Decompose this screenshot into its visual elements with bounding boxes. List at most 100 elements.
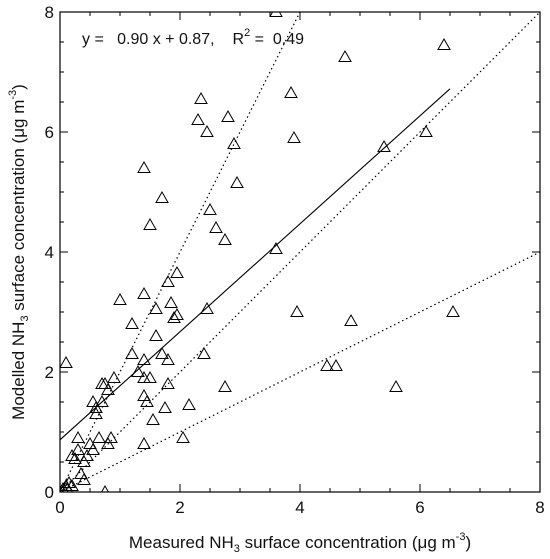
- data-point: [95, 394, 109, 407]
- data-point: [164, 295, 178, 308]
- data-point: [227, 136, 241, 149]
- data-point: [71, 430, 85, 443]
- data-point: [61, 481, 73, 492]
- data-point: [86, 442, 100, 455]
- data-point: [143, 370, 157, 383]
- data-point: [191, 112, 205, 125]
- data-point: [209, 220, 223, 233]
- data-point: [161, 376, 175, 389]
- data-point: [320, 358, 334, 371]
- data-point: [80, 448, 94, 461]
- data-point: [140, 394, 154, 407]
- data-point: [100, 484, 110, 492]
- regression-equation: y = 0.90 x + 0.87,: [82, 31, 215, 48]
- data-point: [65, 448, 79, 461]
- data-point: [92, 430, 106, 443]
- data-point: [194, 91, 208, 104]
- y-axis-title: Modelled NH3 surface concentration (μg m…: [7, 84, 31, 420]
- data-point: [290, 304, 304, 317]
- data-point: [104, 430, 118, 443]
- data-point: [101, 382, 115, 395]
- data-point: [446, 304, 460, 317]
- data-point: [230, 175, 244, 188]
- y-tick-label: 8: [45, 3, 54, 22]
- data-point: [284, 85, 298, 98]
- data-point: [218, 232, 232, 245]
- reference-line: [60, 12, 301, 492]
- data-point: [176, 430, 190, 443]
- data-point: [137, 370, 151, 383]
- data-point: [437, 37, 451, 50]
- data-point: [131, 364, 145, 377]
- data-point: [218, 379, 232, 392]
- data-point: [113, 292, 127, 305]
- reference-line: [60, 12, 540, 492]
- data-point: [60, 481, 69, 492]
- x-tick-label: 4: [295, 498, 304, 517]
- data-point: [125, 316, 139, 329]
- data-point: [389, 379, 403, 392]
- data-point: [149, 301, 163, 314]
- x-tick-label: 2: [175, 498, 184, 517]
- data-point: [155, 190, 169, 203]
- y-tick-label: 4: [45, 243, 54, 262]
- data-point: [269, 12, 283, 17]
- data-point: [158, 400, 172, 413]
- data-point: [200, 124, 214, 137]
- data-point: [89, 406, 103, 419]
- data-point: [170, 265, 184, 278]
- data-point: [203, 202, 217, 215]
- data-point: [149, 328, 163, 341]
- data-point: [161, 274, 175, 287]
- data-point: [68, 451, 82, 464]
- regression-annotation: y = 0.90 x + 0.87, R2 = 0.49: [82, 27, 304, 48]
- data-point: [137, 436, 151, 449]
- data-point: [137, 160, 151, 173]
- x-tick-label: 8: [535, 498, 544, 517]
- data-point: [221, 109, 235, 122]
- data-point: [269, 241, 283, 254]
- data-point: [77, 472, 91, 485]
- data-point: [101, 436, 115, 449]
- y-tick-label: 2: [45, 363, 54, 382]
- y-tick-label: 0: [45, 483, 54, 502]
- data-point: [161, 352, 175, 365]
- regression-line: [60, 88, 451, 441]
- data-point: [155, 346, 169, 359]
- data-point: [137, 352, 151, 365]
- data-point: [62, 475, 76, 488]
- r2-label: R: [233, 31, 245, 48]
- data-point: [182, 397, 196, 410]
- data-point: [200, 301, 214, 314]
- x-tick-label: 0: [55, 498, 64, 517]
- data-point: [77, 454, 91, 467]
- data-point: [197, 346, 211, 359]
- data-point: [167, 310, 181, 323]
- reference-lines: [60, 12, 540, 492]
- reference-line: [60, 251, 540, 492]
- data-point: [377, 139, 391, 152]
- x-tick-label: 6: [415, 498, 424, 517]
- data-points: [60, 12, 460, 492]
- data-point: [143, 217, 157, 230]
- data-point: [287, 130, 301, 143]
- data-point: [107, 370, 121, 383]
- y-axis-ticks: 0 2 4 6 8: [45, 3, 540, 502]
- r2-value: = 0.49: [250, 31, 304, 48]
- fit-line-group: [60, 88, 451, 441]
- r2-superscript: 2: [244, 27, 250, 39]
- data-point: [125, 346, 139, 359]
- data-point: [146, 412, 160, 425]
- data-point: [137, 286, 151, 299]
- y-tick-label: 6: [45, 123, 54, 142]
- x-axis-ticks: 0 2 4 6 8: [55, 12, 545, 517]
- data-point: [65, 478, 79, 491]
- data-point: [338, 49, 352, 62]
- data-point: [170, 307, 184, 320]
- data-point: [344, 313, 358, 326]
- data-point: [89, 400, 103, 413]
- data-point: [60, 355, 73, 368]
- x-axis-title: Measured NH3 surface concentration (μg m…: [129, 531, 471, 555]
- data-point: [419, 124, 433, 137]
